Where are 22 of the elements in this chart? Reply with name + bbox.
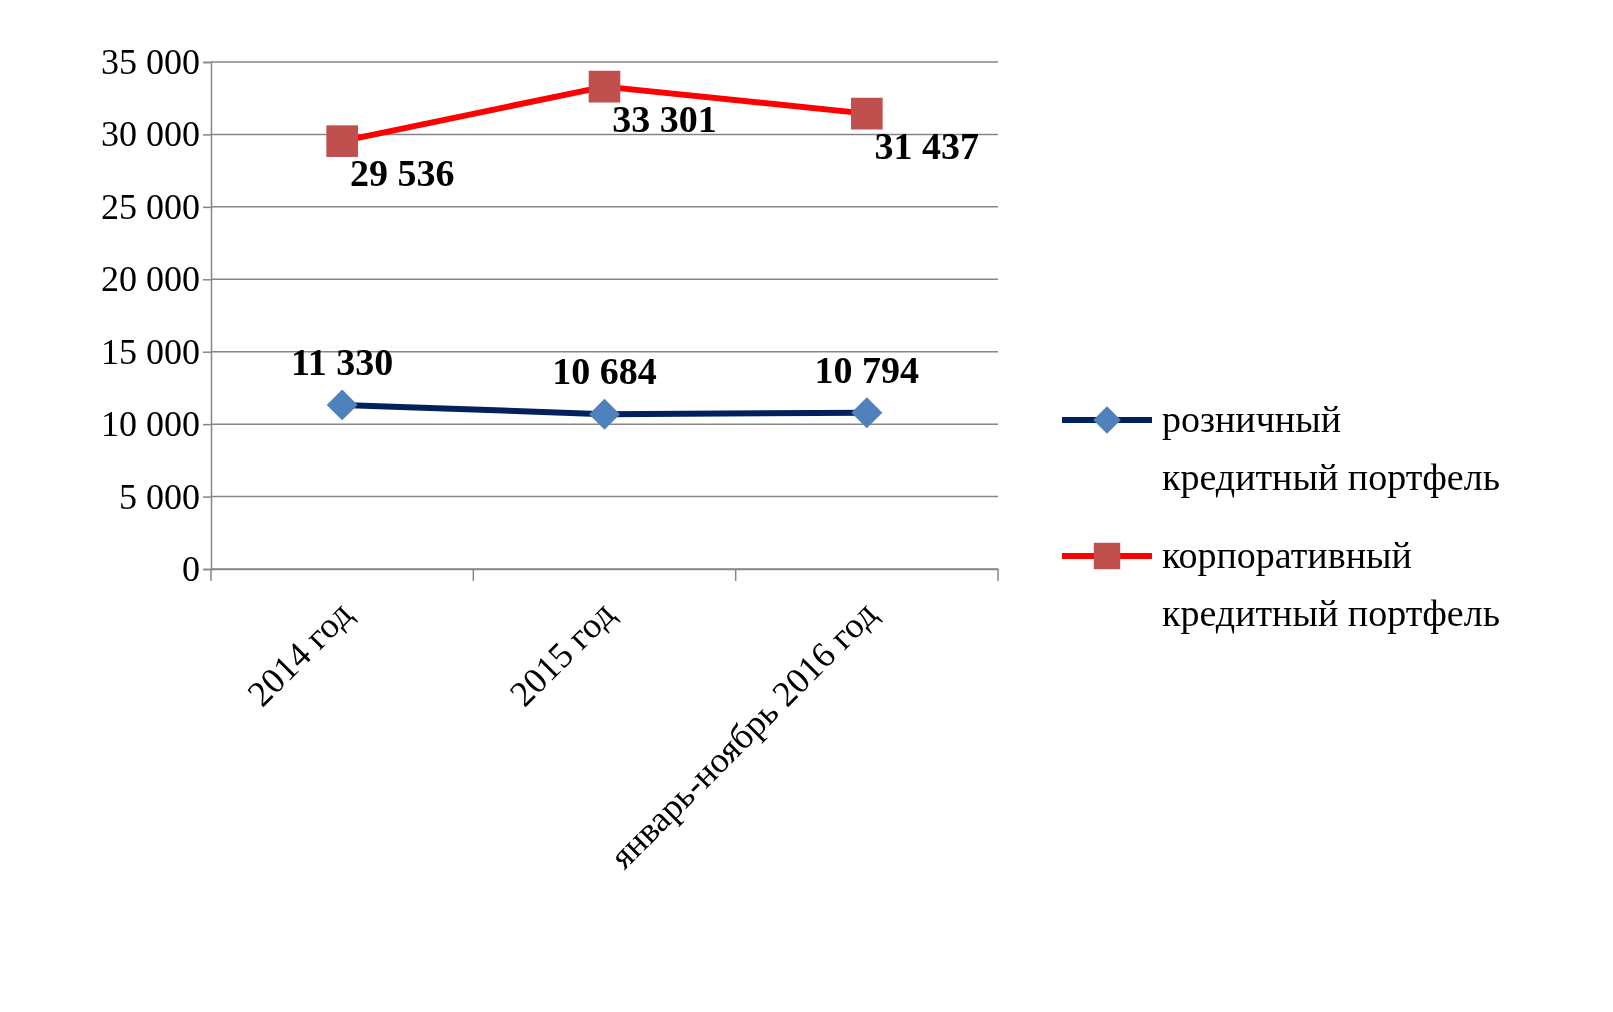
point (588, 70, 621, 103)
y-tick-label: 5 000 (119, 476, 200, 517)
point (326, 389, 358, 421)
y-tick-label: 25 000 (101, 186, 200, 227)
data-label: 10 794 (814, 348, 920, 391)
y-tick-label: 15 000 (101, 331, 200, 372)
y-tick-label: 0 (182, 549, 200, 590)
y-tick-label: 30 000 (101, 114, 200, 155)
y-tick-label: 10 000 (101, 404, 200, 445)
point (326, 125, 358, 157)
point (851, 97, 883, 130)
data-label: 10 684 (552, 350, 657, 393)
legend-label: розничный кредитный портфель (1162, 398, 1501, 498)
data-label: 33 301 (612, 97, 717, 140)
point (589, 398, 620, 430)
data-label: 29 536 (349, 152, 455, 195)
data-label: 11 330 (290, 340, 394, 383)
data-label: 31 437 (874, 124, 980, 167)
y-tick-label: 35 000 (101, 42, 200, 83)
legend-label: корпоративный кредитный портфель (1162, 534, 1501, 634)
point (851, 397, 883, 429)
y-tick-label: 20 000 (101, 259, 200, 300)
